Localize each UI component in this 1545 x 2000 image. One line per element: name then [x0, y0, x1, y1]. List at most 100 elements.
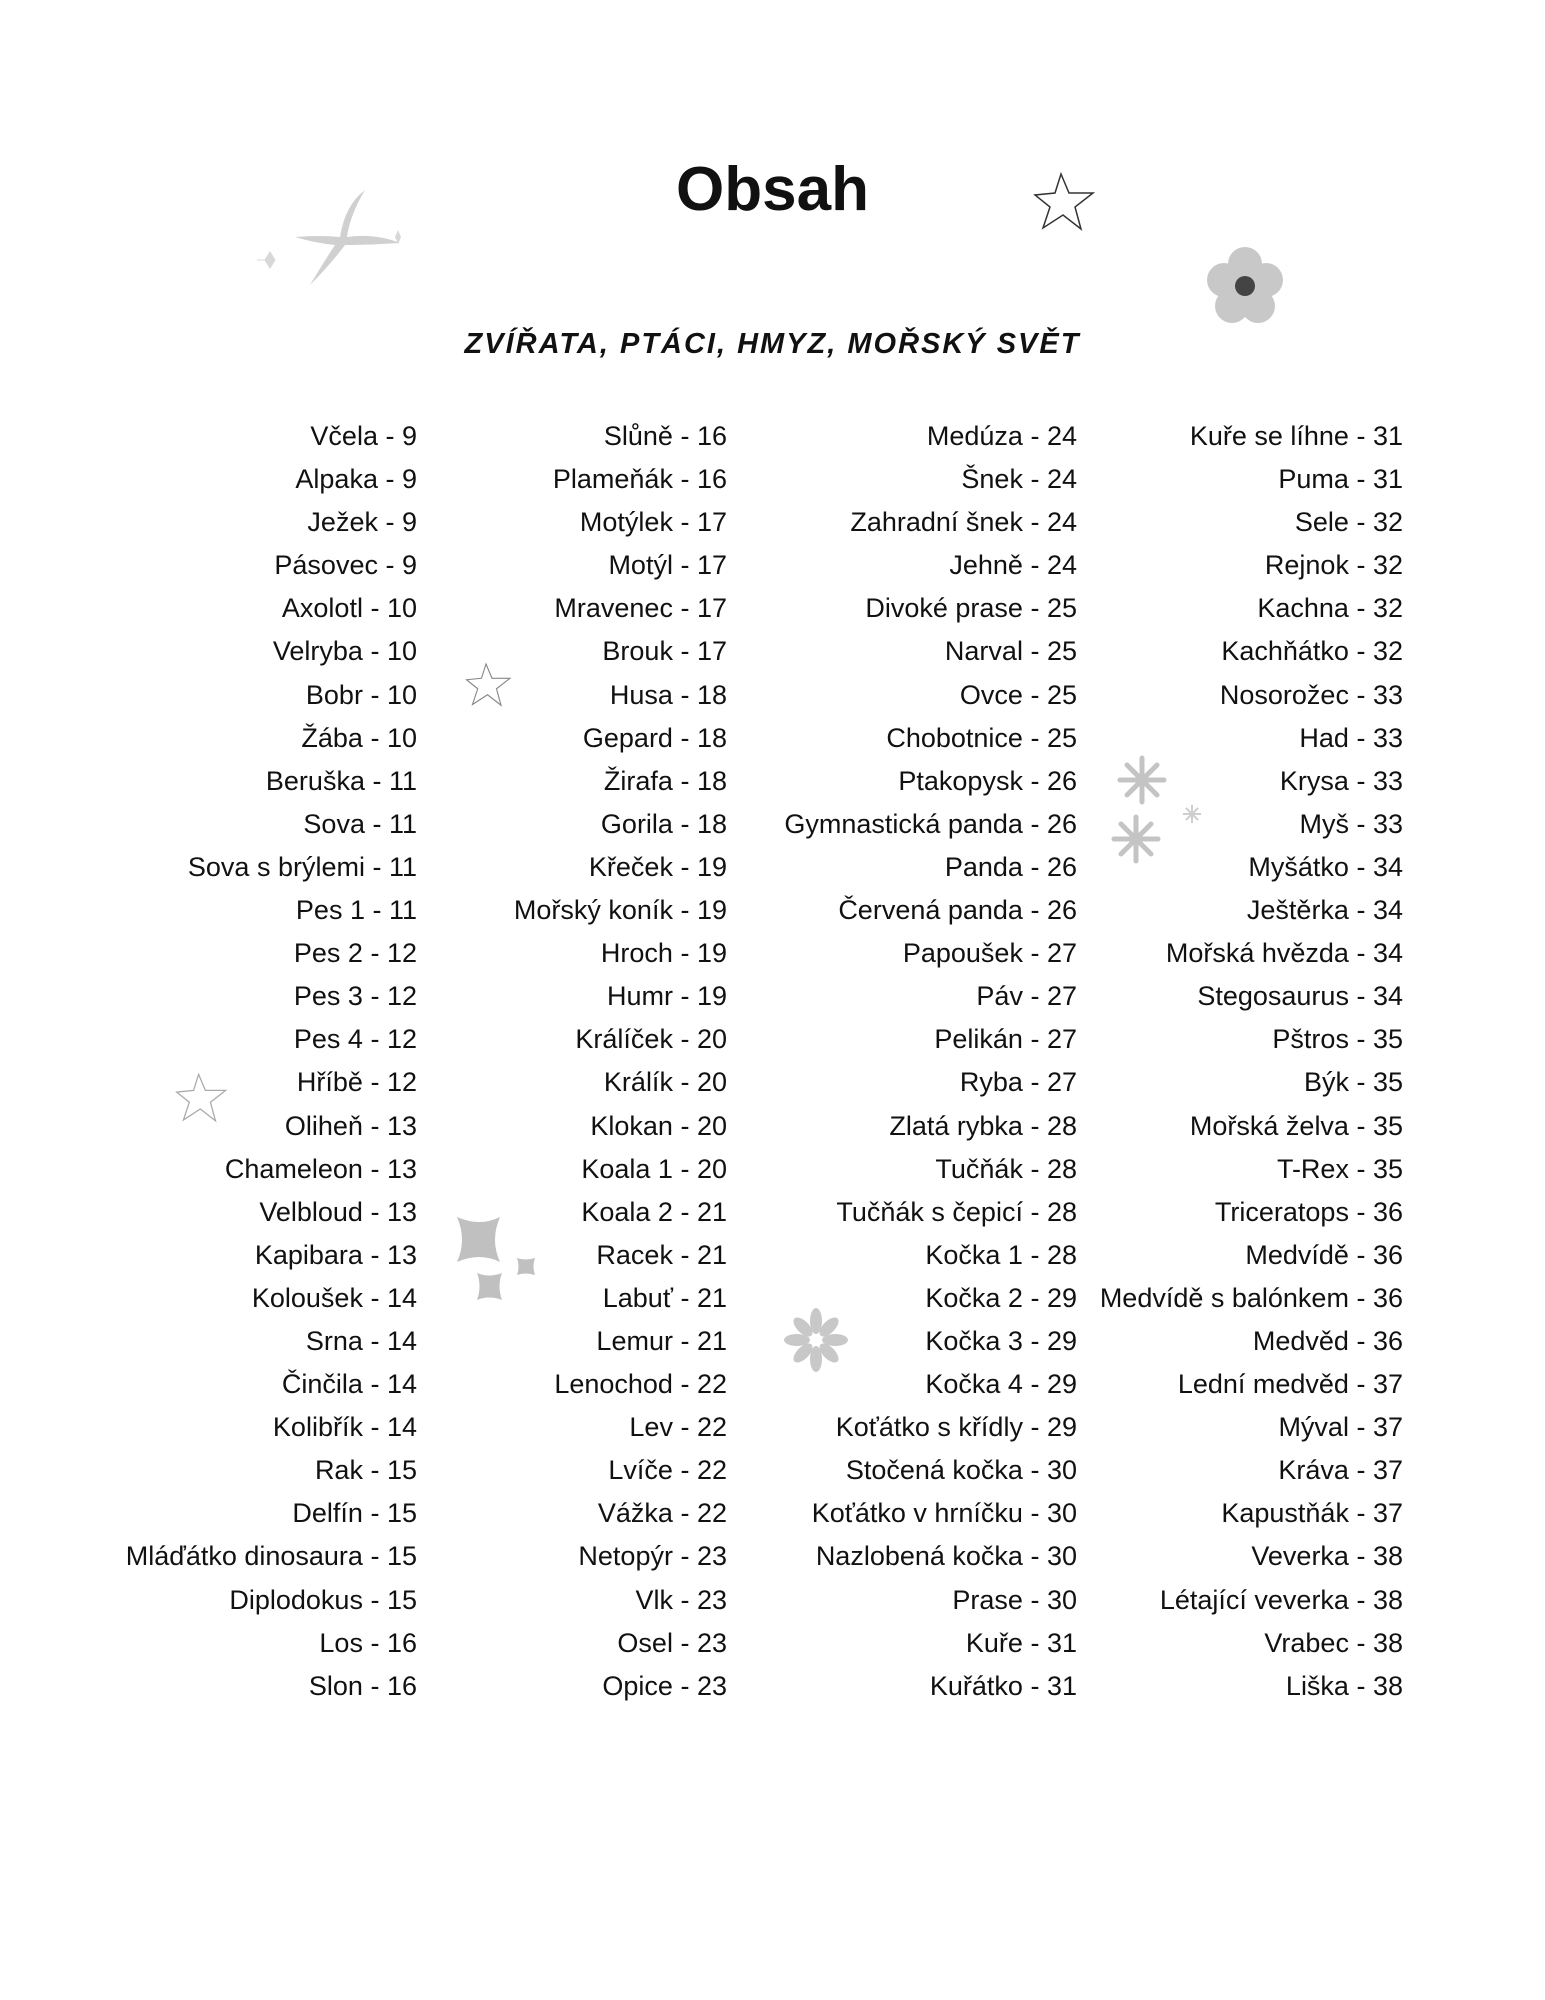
- toc-entry[interactable]: Krysa - 33: [1100, 760, 1403, 803]
- toc-entry[interactable]: Plameňák - 16: [514, 458, 727, 501]
- toc-entry[interactable]: Beruška - 11: [126, 760, 417, 803]
- toc-entry[interactable]: Divoké prase - 25: [784, 587, 1077, 630]
- toc-entry[interactable]: Oliheň - 13: [126, 1105, 417, 1148]
- toc-entry[interactable]: Ryba - 27: [784, 1061, 1077, 1104]
- toc-entry[interactable]: Nosorožec - 33: [1100, 674, 1403, 717]
- toc-entry[interactable]: Medvídě - 36: [1100, 1234, 1403, 1277]
- toc-entry[interactable]: Pes 4 - 12: [126, 1018, 417, 1061]
- toc-entry[interactable]: Kapibara - 13: [126, 1234, 417, 1277]
- toc-entry[interactable]: Veverka - 38: [1100, 1535, 1403, 1578]
- toc-entry[interactable]: Delfín - 15: [126, 1492, 417, 1535]
- toc-entry[interactable]: Srna - 14: [126, 1320, 417, 1363]
- toc-entry[interactable]: Býk - 35: [1100, 1061, 1403, 1104]
- toc-entry[interactable]: Humr - 19: [514, 975, 727, 1018]
- toc-entry[interactable]: Pes 3 - 12: [126, 975, 417, 1018]
- toc-entry[interactable]: Včela - 9: [126, 415, 417, 458]
- toc-entry[interactable]: Sova s brýlemi - 11: [126, 846, 417, 889]
- toc-entry[interactable]: Mořský koník - 19: [514, 889, 727, 932]
- toc-entry[interactable]: Koala 1 - 20: [514, 1148, 727, 1191]
- toc-entry[interactable]: Králíček - 20: [514, 1018, 727, 1061]
- toc-entry[interactable]: Páv - 27: [784, 975, 1077, 1018]
- toc-entry[interactable]: Gymnastická panda - 26: [784, 803, 1077, 846]
- toc-entry[interactable]: Sova - 11: [126, 803, 417, 846]
- toc-entry[interactable]: Kočka 3 - 29: [784, 1320, 1077, 1363]
- toc-entry[interactable]: Stegosaurus - 34: [1100, 975, 1403, 1018]
- toc-entry[interactable]: Kapustňák - 37: [1100, 1492, 1403, 1535]
- toc-entry[interactable]: Lev - 22: [514, 1406, 727, 1449]
- toc-entry[interactable]: Papoušek - 27: [784, 932, 1077, 975]
- toc-entry[interactable]: Prase - 30: [784, 1579, 1077, 1622]
- toc-entry[interactable]: Šnek - 24: [784, 458, 1077, 501]
- toc-entry[interactable]: Diplodokus - 15: [126, 1579, 417, 1622]
- toc-entry[interactable]: Vrabec - 38: [1100, 1622, 1403, 1665]
- toc-entry[interactable]: Slon - 16: [126, 1665, 417, 1708]
- toc-entry[interactable]: Hroch - 19: [514, 932, 727, 975]
- toc-entry[interactable]: Kuřátko - 31: [784, 1665, 1077, 1708]
- toc-entry[interactable]: Koťátko s křídly - 29: [784, 1406, 1077, 1449]
- toc-entry[interactable]: Tučňák - 28: [784, 1148, 1077, 1191]
- toc-entry[interactable]: Vážka - 22: [514, 1492, 727, 1535]
- toc-entry[interactable]: Medvěd - 36: [1100, 1320, 1403, 1363]
- toc-entry[interactable]: Koloušek - 14: [126, 1277, 417, 1320]
- toc-entry[interactable]: Osel - 23: [514, 1622, 727, 1665]
- toc-entry[interactable]: Klokan - 20: [514, 1105, 727, 1148]
- toc-entry[interactable]: Kolibřík - 14: [126, 1406, 417, 1449]
- toc-entry[interactable]: Kuře se líhne - 31: [1100, 415, 1403, 458]
- toc-entry[interactable]: Slůně - 16: [514, 415, 727, 458]
- toc-entry[interactable]: Myšátko - 34: [1100, 846, 1403, 889]
- toc-entry[interactable]: Pes 2 - 12: [126, 932, 417, 975]
- toc-entry[interactable]: Kachňátko - 32: [1100, 630, 1403, 673]
- toc-entry[interactable]: Had - 33: [1100, 717, 1403, 760]
- toc-entry[interactable]: Chameleon - 13: [126, 1148, 417, 1191]
- toc-entry[interactable]: Mýval - 37: [1100, 1406, 1403, 1449]
- toc-entry[interactable]: Ještěrka - 34: [1100, 889, 1403, 932]
- toc-entry[interactable]: Chobotnice - 25: [784, 717, 1077, 760]
- toc-entry[interactable]: Sele - 32: [1100, 501, 1403, 544]
- toc-entry[interactable]: Los - 16: [126, 1622, 417, 1665]
- toc-entry[interactable]: Ovce - 25: [784, 674, 1077, 717]
- toc-entry[interactable]: Narval - 25: [784, 630, 1077, 673]
- toc-entry[interactable]: Činčila - 14: [126, 1363, 417, 1406]
- toc-entry[interactable]: Mláďátko dinosaura - 15: [126, 1535, 417, 1578]
- toc-entry[interactable]: Brouk - 17: [514, 630, 727, 673]
- toc-entry[interactable]: Mravenec - 17: [514, 587, 727, 630]
- toc-entry[interactable]: Červená panda - 26: [784, 889, 1077, 932]
- toc-entry[interactable]: Stočená kočka - 30: [784, 1449, 1077, 1492]
- toc-entry[interactable]: Pes 1 - 11: [126, 889, 417, 932]
- toc-entry[interactable]: Žába - 10: [126, 717, 417, 760]
- toc-entry[interactable]: Pásovec - 9: [126, 544, 417, 587]
- toc-entry[interactable]: Opice - 23: [514, 1665, 727, 1708]
- toc-entry[interactable]: Kráva - 37: [1100, 1449, 1403, 1492]
- toc-entry[interactable]: Kachna - 32: [1100, 587, 1403, 630]
- toc-entry[interactable]: Kuře - 31: [784, 1622, 1077, 1665]
- toc-entry[interactable]: Triceratops - 36: [1100, 1191, 1403, 1234]
- toc-entry[interactable]: Alpaka - 9: [126, 458, 417, 501]
- toc-entry[interactable]: Pštros - 35: [1100, 1018, 1403, 1061]
- toc-entry[interactable]: Gorila - 18: [514, 803, 727, 846]
- toc-entry[interactable]: Ptakopysk - 26: [784, 760, 1077, 803]
- toc-entry[interactable]: Koťátko v hrníčku - 30: [784, 1492, 1077, 1535]
- toc-entry[interactable]: Bobr - 10: [126, 674, 417, 717]
- toc-entry[interactable]: Motýl - 17: [514, 544, 727, 587]
- toc-entry[interactable]: Zlatá rybka - 28: [784, 1105, 1077, 1148]
- toc-entry[interactable]: Labuť - 21: [514, 1277, 727, 1320]
- toc-entry[interactable]: Medúza - 24: [784, 415, 1077, 458]
- toc-entry[interactable]: Kočka 1 - 28: [784, 1234, 1077, 1277]
- toc-entry[interactable]: Hříbě - 12: [126, 1061, 417, 1104]
- toc-entry[interactable]: Létající veverka - 38: [1100, 1579, 1403, 1622]
- toc-entry[interactable]: Myš - 33: [1100, 803, 1403, 846]
- toc-entry[interactable]: Husa - 18: [514, 674, 727, 717]
- toc-entry[interactable]: Králík - 20: [514, 1061, 727, 1104]
- toc-entry[interactable]: Vlk - 23: [514, 1579, 727, 1622]
- toc-entry[interactable]: Netopýr - 23: [514, 1535, 727, 1578]
- toc-entry[interactable]: Křeček - 19: [514, 846, 727, 889]
- toc-entry[interactable]: Lvíče - 22: [514, 1449, 727, 1492]
- toc-entry[interactable]: Panda - 26: [784, 846, 1077, 889]
- toc-entry[interactable]: Jehně - 24: [784, 544, 1077, 587]
- toc-entry[interactable]: Žirafa - 18: [514, 760, 727, 803]
- toc-entry[interactable]: Rejnok - 32: [1100, 544, 1403, 587]
- toc-entry[interactable]: Puma - 31: [1100, 458, 1403, 501]
- toc-entry[interactable]: Kočka 4 - 29: [784, 1363, 1077, 1406]
- toc-entry[interactable]: Pelikán - 27: [784, 1018, 1077, 1061]
- toc-entry[interactable]: Tučňák s čepicí - 28: [784, 1191, 1077, 1234]
